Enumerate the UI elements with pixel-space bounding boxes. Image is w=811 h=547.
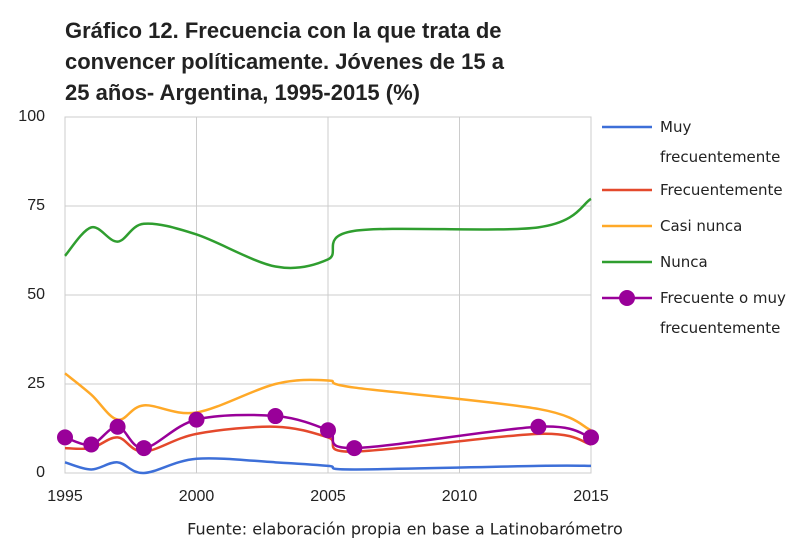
legend-label: Casi nunca bbox=[660, 217, 742, 235]
point-marker bbox=[57, 429, 73, 446]
source-note: Fuente: elaboración propia en base a Lat… bbox=[187, 520, 623, 539]
legend-marker bbox=[619, 290, 635, 306]
legend-label: Muy frecuentemente bbox=[660, 118, 780, 166]
point-marker bbox=[346, 440, 363, 457]
x-tick-label: 2015 bbox=[573, 488, 609, 505]
y-tick-label: 50 bbox=[27, 286, 45, 303]
x-tick-label: 2005 bbox=[310, 488, 346, 505]
series-line bbox=[64, 457, 592, 475]
legend-label: Frecuente o muy frecuentemente bbox=[660, 289, 786, 337]
legend-label: Nunca bbox=[660, 253, 708, 271]
series-line bbox=[64, 372, 592, 432]
x-tick-label: 2000 bbox=[179, 488, 215, 505]
series-line bbox=[64, 197, 592, 270]
legend-label: Frecuentemente bbox=[660, 181, 783, 199]
y-tick-label: 75 bbox=[27, 197, 45, 214]
point-marker bbox=[83, 436, 100, 453]
chart-title: Gráfico 12. Frecuencia con la que trata … bbox=[65, 18, 505, 105]
point-marker bbox=[109, 418, 126, 435]
point-marker bbox=[188, 411, 205, 428]
x-tick-label: 1995 bbox=[47, 488, 83, 505]
point-marker bbox=[267, 408, 284, 425]
point-marker bbox=[583, 429, 599, 446]
x-tick-label: 2010 bbox=[442, 488, 478, 505]
y-tick-label: 0 bbox=[36, 464, 45, 481]
series-line bbox=[64, 425, 592, 453]
y-tick-label: 100 bbox=[18, 108, 45, 125]
point-marker bbox=[530, 418, 547, 435]
y-tick-label: 25 bbox=[27, 375, 45, 392]
point-marker bbox=[135, 440, 152, 457]
point-marker bbox=[320, 422, 336, 439]
